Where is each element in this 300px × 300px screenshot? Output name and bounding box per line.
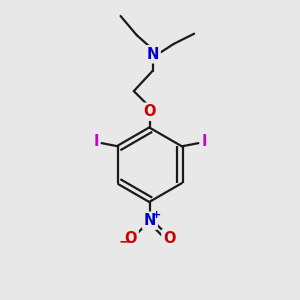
Text: N: N	[147, 47, 159, 62]
Text: +: +	[152, 210, 161, 220]
Text: O: O	[124, 231, 137, 246]
Text: N: N	[144, 213, 156, 228]
Text: I: I	[93, 134, 99, 149]
Text: O: O	[163, 231, 175, 246]
Text: I: I	[201, 134, 207, 149]
Text: −: −	[118, 234, 130, 248]
Text: O: O	[144, 104, 156, 119]
